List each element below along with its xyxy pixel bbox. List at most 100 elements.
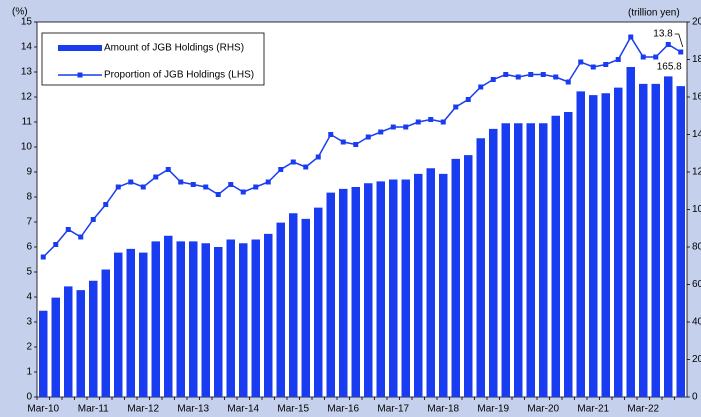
label-leader	[674, 33, 684, 48]
marker	[378, 129, 384, 135]
y-tick-label: 11	[22, 117, 33, 128]
marker	[240, 189, 246, 195]
bar	[101, 269, 110, 397]
y2-axis-title: (trillion yen)	[628, 8, 680, 19]
marker	[653, 54, 659, 60]
bar	[164, 235, 173, 397]
y2-tick-label: 20	[692, 354, 701, 365]
marker	[303, 164, 309, 170]
bar	[489, 128, 498, 397]
bar	[564, 112, 573, 397]
x-tick-label: Mar-18	[427, 404, 459, 415]
bar	[201, 243, 210, 397]
y2-tick-label: 100	[692, 204, 701, 215]
marker	[103, 202, 109, 207]
marker	[478, 84, 484, 90]
marker	[90, 217, 96, 222]
bar	[526, 123, 535, 397]
bar	[376, 181, 385, 397]
marker	[165, 167, 171, 172]
marker	[390, 124, 396, 130]
line	[42, 35, 682, 258]
bar	[664, 76, 673, 397]
marker	[153, 174, 159, 180]
x-tick-label: Mar-20	[527, 404, 559, 415]
marker	[440, 119, 446, 125]
marker	[590, 64, 596, 70]
x-tick-label: Mar-16	[327, 404, 359, 415]
y-tick-label: 14	[21, 42, 33, 53]
bar	[214, 247, 223, 397]
marker	[190, 182, 196, 187]
marker	[140, 184, 146, 190]
marker	[603, 62, 609, 67]
marker	[465, 97, 471, 102]
x-tick-label: Mar-14	[227, 404, 259, 415]
marker	[540, 72, 546, 77]
legend-label: Proportion of JGB Holdings (LHS)	[104, 70, 254, 81]
marker	[665, 42, 671, 47]
y2-tick-label: 40	[692, 317, 701, 328]
marker	[365, 134, 371, 140]
y-tick-label: 8	[26, 192, 32, 203]
x-tick-label: Mar-15	[277, 404, 309, 415]
marker	[315, 154, 321, 160]
legend-label: Amount of JGB Holdings (RHS)	[104, 43, 244, 54]
bar	[589, 95, 598, 397]
marker	[65, 227, 71, 232]
bar	[401, 179, 410, 397]
y2-tick-label: 60	[692, 279, 701, 290]
bar	[276, 222, 285, 397]
data-label: 165.8	[657, 62, 682, 73]
y2-tick-label: 180	[692, 54, 701, 65]
marker	[215, 192, 221, 197]
bar	[89, 280, 98, 397]
x-tick-label: Mar-17	[377, 404, 409, 415]
bar	[326, 192, 335, 397]
y2-tick-label: 200	[692, 17, 701, 28]
y-tick-label: 13	[21, 67, 33, 78]
bar	[351, 187, 360, 397]
bar	[264, 233, 273, 397]
marker	[353, 142, 359, 147]
bar	[301, 218, 310, 397]
marker	[290, 159, 296, 165]
y2-tick-label: 120	[692, 167, 701, 178]
x-tick-label: Mar-10	[27, 404, 59, 415]
marker	[565, 79, 571, 85]
y-tick-label: 15	[21, 17, 33, 28]
bar	[539, 123, 548, 397]
bar	[414, 173, 423, 397]
marker	[253, 184, 259, 190]
legend-swatch	[77, 72, 83, 78]
y-tick-label: 9	[26, 167, 32, 178]
bar	[576, 91, 585, 397]
bar	[426, 168, 435, 397]
bar	[39, 310, 48, 397]
marker	[178, 179, 184, 185]
x-tick-label: Mar-19	[477, 404, 509, 415]
bar	[51, 297, 60, 397]
bar	[189, 241, 198, 397]
y-tick-label: 1	[26, 367, 32, 378]
bar	[626, 67, 635, 397]
marker	[128, 179, 134, 185]
marker	[640, 54, 646, 60]
bar	[651, 83, 660, 397]
bar	[514, 123, 523, 397]
bar	[601, 93, 610, 397]
marker	[503, 72, 509, 77]
y-tick-label: 3	[26, 317, 32, 328]
marker	[203, 184, 209, 190]
x-tick-label: Mar-11	[78, 404, 109, 415]
y2-tick-label: 160	[692, 92, 701, 103]
bar	[114, 252, 123, 397]
bar	[64, 286, 73, 397]
marker	[40, 254, 46, 260]
bar	[226, 239, 235, 397]
y-axis-title: (%)	[12, 7, 28, 18]
x-tick-label: Mar-12	[127, 404, 159, 415]
x-tick-label: Mar-22	[627, 404, 659, 415]
bar	[251, 239, 260, 397]
